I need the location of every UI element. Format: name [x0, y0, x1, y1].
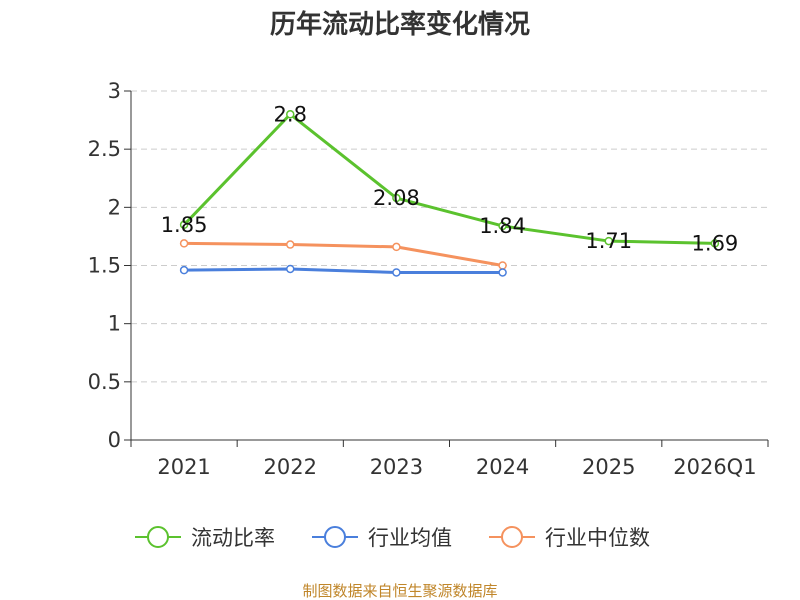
data-label: 1.84: [479, 214, 526, 238]
data-labels: 1.85 2.8 2.08 1.84 1.71 1.69: [161, 102, 739, 255]
legend-marker: [147, 526, 169, 548]
source-note: 制图数据来自恒生聚源数据库: [302, 582, 497, 600]
data-point: [392, 268, 401, 277]
data-point: [179, 220, 189, 230]
data-point: [286, 110, 295, 119]
y-tick-label: 3: [108, 79, 121, 103]
chart-title: 历年流动比率变化情况: [270, 9, 530, 40]
x-tick-label: 2025: [582, 455, 635, 479]
x-tick-label: 2026Q1: [673, 455, 756, 479]
data-point: [498, 268, 507, 277]
y-tick-label: 2: [108, 195, 121, 219]
data-point: [392, 242, 401, 252]
legend-marker: [324, 526, 346, 548]
y-tick-label: 2.5: [88, 137, 121, 161]
y-tick-label: 1: [108, 312, 121, 336]
x-tick-label: 2021: [157, 455, 210, 479]
data-point: [498, 261, 507, 270]
data-point: [286, 240, 295, 249]
data-point: [286, 264, 295, 274]
legend-label: 行业中位数: [545, 526, 650, 550]
x-tick-label: 2023: [370, 455, 423, 479]
legend-item-行业中位数[interactable]: 行业中位数: [489, 526, 650, 550]
x-tick-label: 2022: [264, 455, 317, 479]
y-tick-label: 0.5: [88, 370, 121, 394]
legend-item-流动比率[interactable]: 流动比率: [135, 526, 275, 550]
data-label: 1.85: [161, 213, 208, 237]
data-label: 1.71: [585, 229, 632, 253]
data-point: [179, 239, 189, 248]
data-label: 2.08: [373, 186, 420, 210]
series-line-行业中位数: [184, 241, 503, 267]
series-layer: [179, 110, 720, 277]
legend-label: 行业均值: [368, 526, 452, 550]
y-tick-label: 0: [108, 428, 121, 452]
data-point: [710, 239, 720, 248]
legend-marker: [501, 526, 523, 548]
data-point: [498, 221, 507, 231]
legend-item-行业均值[interactable]: 行业均值: [312, 526, 452, 550]
grid-lines: [131, 90, 768, 383]
series-line-流动比率: [183, 112, 715, 245]
data-point: [179, 265, 189, 275]
x-tick-label: 2024: [476, 455, 529, 479]
axes: 0 0.5 1 1.5 2 2.5 3 2021 2022 2023 2024 2025 2026Q1: [88, 79, 769, 479]
data-label: 2.8: [274, 102, 307, 126]
series-line-行业均值: [184, 267, 503, 274]
data-point: [392, 193, 401, 203]
y-tick-label: 1.5: [88, 254, 121, 278]
legend-label: 流动比率: [191, 526, 275, 550]
legend[interactable]: 流动比率 行业均值 行业中位数: [135, 526, 650, 550]
data-point: [604, 236, 613, 246]
data-label: 1.69: [692, 231, 739, 255]
